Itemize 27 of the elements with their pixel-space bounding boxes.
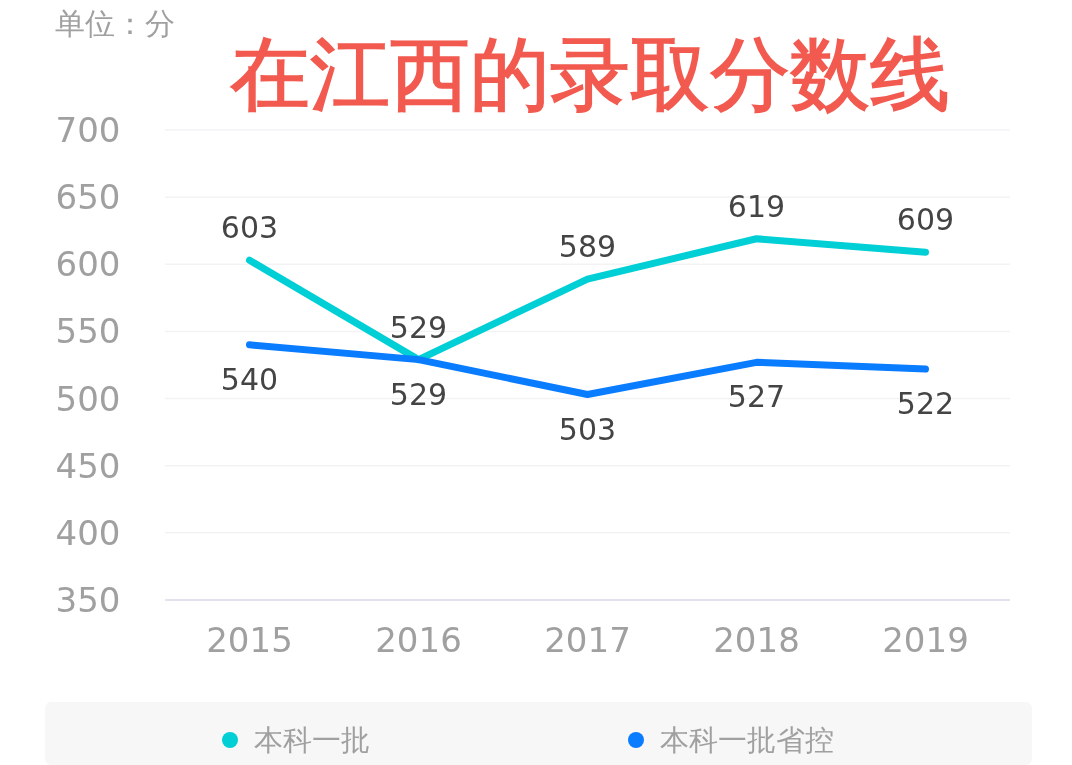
x-tick-label: 2018: [713, 620, 800, 660]
y-tick-label: 700: [55, 110, 121, 150]
y-tick-label: 400: [55, 512, 121, 553]
y-tick-label: 450: [55, 445, 121, 486]
data-label: 589: [558, 229, 617, 265]
data-label: 603: [220, 210, 279, 246]
x-tick-label: 2016: [375, 620, 462, 660]
y-tick-label: 600: [55, 244, 121, 285]
data-label: 529: [389, 309, 448, 345]
y-tick-label: 650: [55, 177, 121, 218]
x-tick-label: 2019: [882, 620, 969, 660]
data-label: 609: [896, 202, 955, 238]
data-label: 527: [727, 379, 786, 415]
data-label: 619: [727, 188, 786, 224]
legend-label: 本科一批省控: [660, 723, 834, 757]
x-tick-label: 2015: [206, 620, 293, 660]
data-label: 540: [220, 361, 279, 397]
y-axis-title: 单位：分: [55, 6, 175, 41]
data-label: 522: [896, 386, 955, 422]
data-label: 503: [558, 411, 617, 447]
chart-title: 在江西的录取分数线: [230, 28, 950, 121]
y-tick-label: 500: [55, 378, 121, 419]
x-tick-label: 2017: [544, 620, 631, 660]
legend-label: 本科一批: [254, 723, 370, 757]
data-label: 529: [389, 376, 448, 412]
y-tick-label: 550: [55, 311, 121, 352]
y-tick-label: 350: [55, 580, 121, 620]
